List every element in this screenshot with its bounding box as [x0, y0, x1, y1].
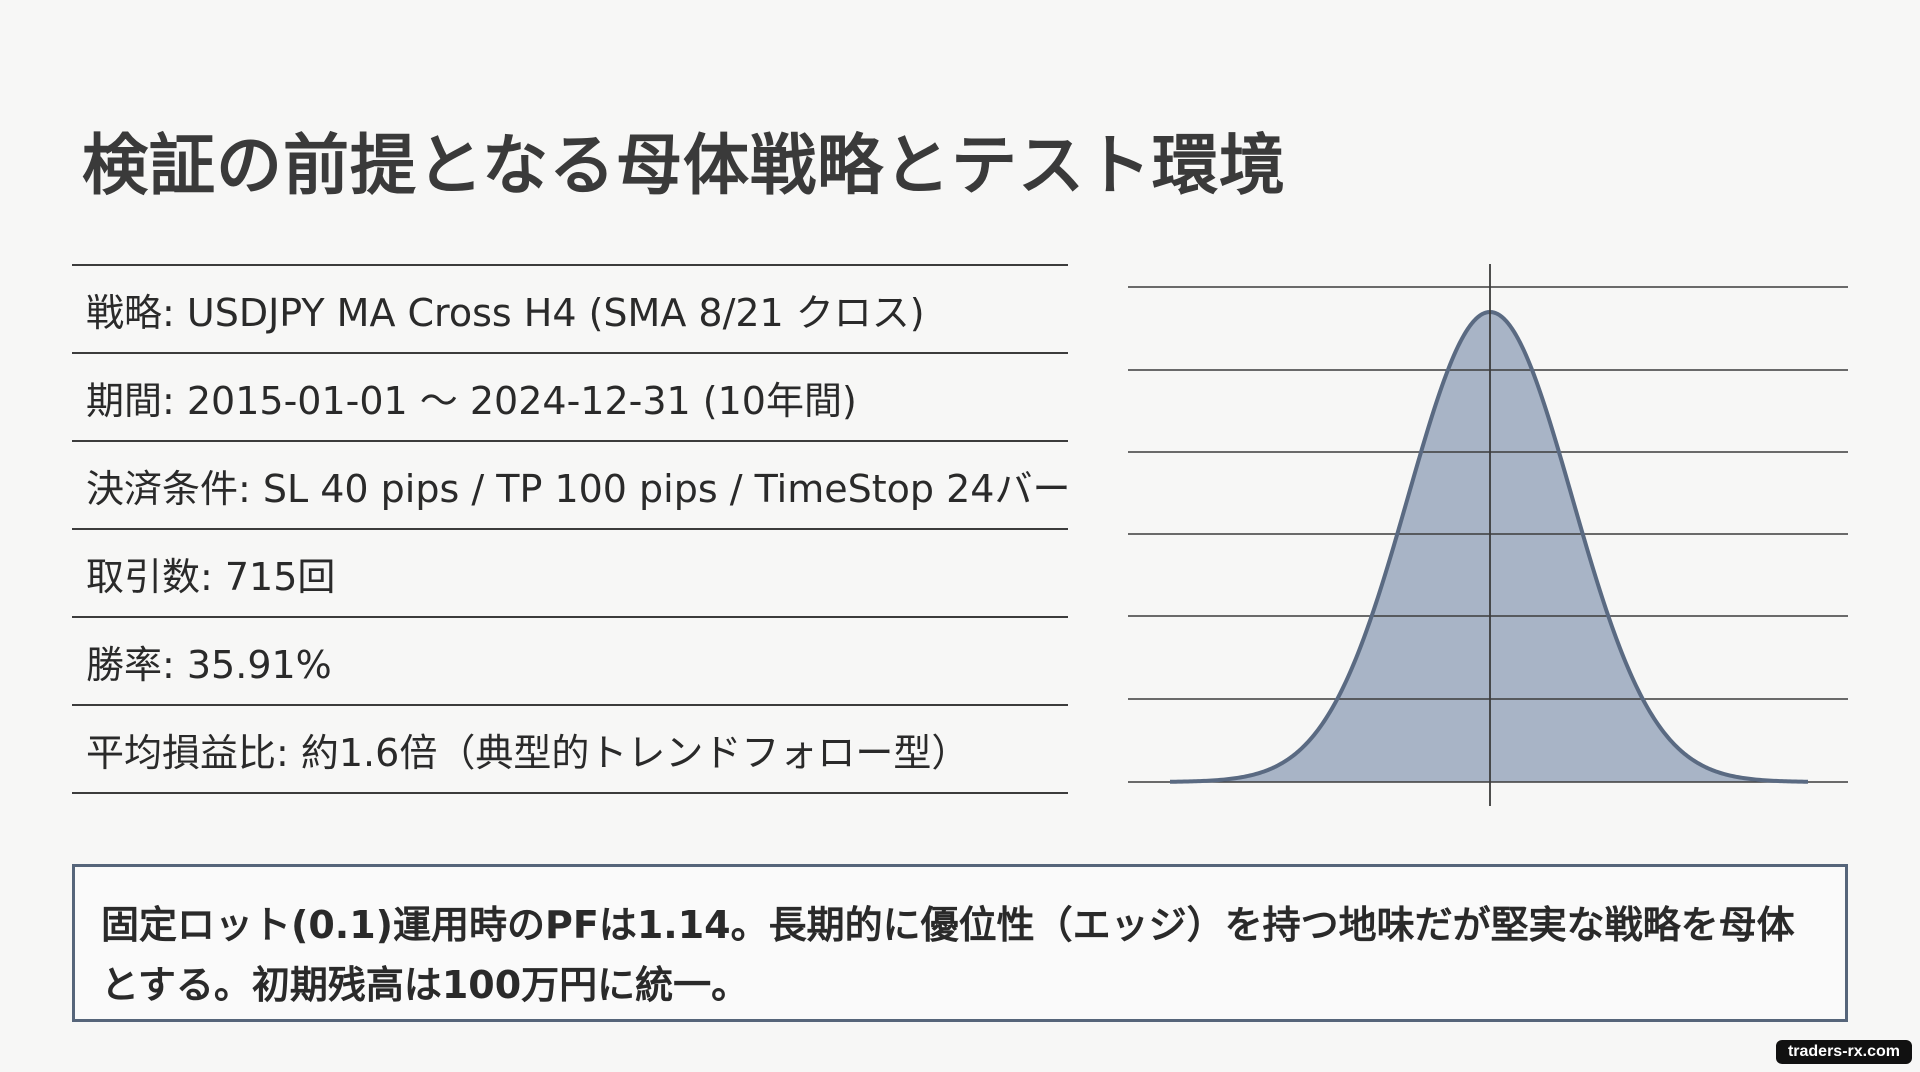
spec-row-trade-count: 取引数: 715回 [72, 530, 1068, 618]
watermark: traders-rx.com [1775, 1040, 1912, 1064]
spec-row-strategy: 戦略: USDJPY MA Cross H4 (SMA 8/21 クロス) [72, 266, 1068, 354]
bell-curve-figure [1128, 262, 1848, 806]
bell-curve-outline [1169, 310, 1809, 784]
spec-row-win-rate: 勝率: 35.91% [72, 618, 1068, 706]
spec-row-exit-conditions: 決済条件: SL 40 pips / TP 100 pips / TimeSto… [72, 442, 1068, 530]
spec-row-period: 期間: 2015-01-01 ～ 2024-12-31 (10年間) [72, 354, 1068, 442]
spec-list: 戦略: USDJPY MA Cross H4 (SMA 8/21 クロス) 期間… [72, 264, 1068, 794]
bell-curve-svg [1128, 264, 1848, 806]
spec-row-risk-reward: 平均損益比: 約1.6倍（典型的トレンドフォロー型） [72, 706, 1068, 794]
summary-line-2: とする。初期残高は100万円に統一。 [101, 963, 750, 1007]
summary-line-1: 固定ロット(0.1)運用時のPFは1.14。長期的に優位性（エッジ）を持つ地味だ… [101, 903, 1795, 947]
bell-curve-area [1170, 312, 1808, 782]
summary-box: 固定ロット(0.1)運用時のPFは1.14。長期的に優位性（エッジ）を持つ地味だ… [72, 864, 1848, 1022]
slide-title: 検証の前提となる母体戦略とテスト環境 [82, 127, 1287, 204]
